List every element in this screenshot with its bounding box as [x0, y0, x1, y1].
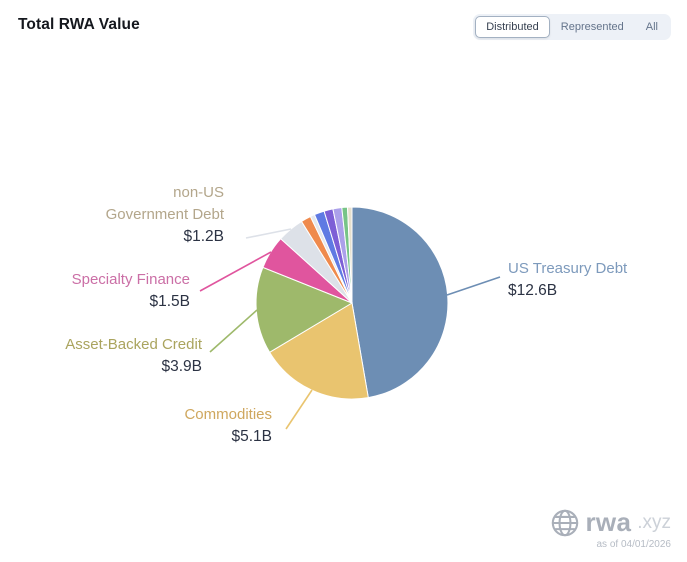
- callout-asset-backed-credit: Asset-Backed Credit $3.9B: [65, 334, 202, 378]
- page-title: Total RWA Value: [18, 16, 140, 33]
- globe-icon: [551, 509, 578, 536]
- toggle-distributed[interactable]: Distributed: [475, 16, 550, 38]
- brand-text: rwa: [585, 507, 632, 537]
- slice-value: $12.6B: [508, 282, 558, 299]
- pie-slice-small-11[interactable]: [346, 206, 353, 304]
- slice-label: Asset-Backed Credit: [65, 336, 202, 353]
- callout-line: [199, 251, 272, 292]
- slice-label: Commodities: [184, 406, 272, 423]
- brand-suffix: .xyz: [637, 511, 671, 533]
- callout-commodities: Commodities $5.1B: [184, 404, 272, 448]
- callout-line: [245, 228, 292, 239]
- slice-label: non-US Government Debt: [105, 184, 224, 223]
- callout-specialty-finance: Specialty Finance $1.5B: [72, 269, 190, 313]
- callout-line: [285, 389, 313, 430]
- toggle-represented[interactable]: Represented: [550, 16, 635, 38]
- callout-us-treasury-debt: US Treasury Debt $12.6B: [508, 258, 627, 302]
- slice-value: $1.2B: [183, 228, 224, 245]
- slice-value: $3.9B: [161, 358, 202, 375]
- slice-value: $1.5B: [149, 293, 190, 310]
- callout-line: [209, 309, 258, 353]
- pie-slice-us-treasury-debt[interactable]: [351, 206, 449, 399]
- toggle-all[interactable]: All: [635, 16, 669, 38]
- callout-line: [446, 276, 501, 296]
- rwa-xyz-logo: rwa .xyz as of 04/01/2026: [550, 507, 671, 550]
- view-toggle-group: Distributed Represented All: [473, 14, 671, 40]
- as-of-date: as of 04/01/2026: [596, 539, 671, 550]
- slice-label: Specialty Finance: [71, 271, 190, 288]
- slice-label: US Treasury Debt: [508, 260, 628, 277]
- callout-non-us-government-debt: non-US Government Debt $1.2B: [102, 182, 224, 248]
- slice-value: $5.1B: [231, 428, 272, 445]
